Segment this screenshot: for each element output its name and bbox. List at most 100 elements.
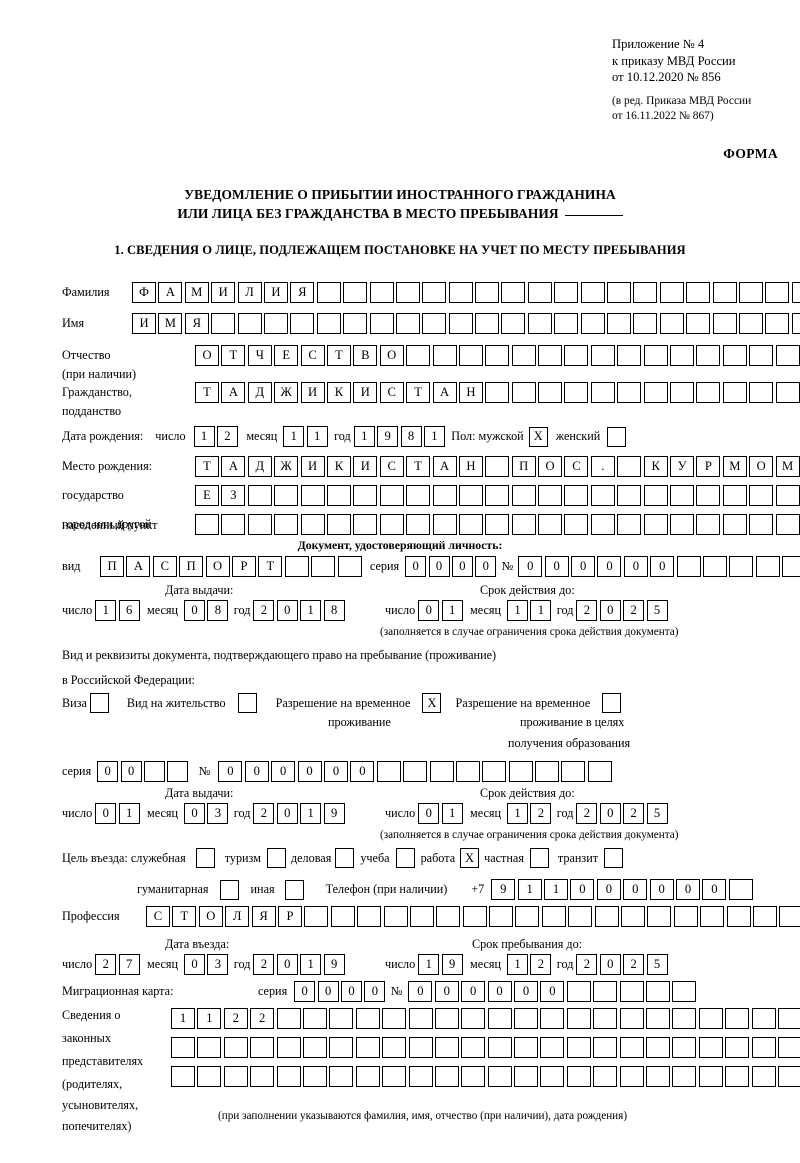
char-cell[interactable] (223, 1037, 248, 1058)
char-cell[interactable] (619, 1066, 644, 1087)
purpose-humanitarian-checkbox[interactable] (219, 879, 239, 900)
char-cell[interactable]: 8 (323, 600, 345, 621)
sex-female-checkbox[interactable] (607, 426, 627, 447)
char-cell[interactable] (250, 1066, 275, 1087)
title-blank-line[interactable] (564, 215, 623, 216)
char-cell[interactable]: 0 (95, 803, 117, 824)
char-cell[interactable]: С (379, 456, 404, 477)
char-cell[interactable]: 0 (451, 556, 473, 577)
char-cell[interactable]: 2 (223, 1008, 248, 1029)
char-cell[interactable] (329, 1008, 354, 1029)
char-cell[interactable]: 0 (597, 556, 622, 577)
char-cell[interactable]: 0 (623, 556, 648, 577)
char-cell[interactable] (302, 1066, 327, 1087)
char-cell[interactable] (751, 1008, 776, 1029)
char-cell[interactable]: 2 (576, 954, 598, 975)
char-cell[interactable]: 2 (253, 600, 275, 621)
char-cell[interactable] (353, 514, 378, 535)
char-cell[interactable] (722, 514, 747, 535)
char-cell[interactable]: 7 (118, 954, 140, 975)
char-cell[interactable]: 8 (400, 426, 422, 447)
char-cell[interactable] (197, 1066, 222, 1087)
char-cell[interactable] (726, 906, 751, 927)
char-cell[interactable] (566, 1037, 591, 1058)
char-cell[interactable] (777, 1066, 800, 1087)
char-cell[interactable] (775, 514, 800, 535)
char-cell[interactable]: 1 (441, 600, 463, 621)
temp-edu-checkbox[interactable] (602, 693, 622, 713)
char-cell[interactable] (540, 1066, 565, 1087)
char-cell[interactable] (237, 313, 262, 334)
purpose-study-checkbox[interactable] (395, 848, 415, 868)
char-cell[interactable] (617, 456, 642, 477)
char-cell[interactable]: О (205, 556, 230, 577)
char-cell[interactable]: К (326, 456, 351, 477)
char-cell[interactable]: Ф (132, 282, 156, 303)
char-cell[interactable] (670, 485, 695, 506)
char-cell[interactable] (725, 1066, 750, 1087)
char-cell[interactable]: 0 (599, 600, 621, 621)
char-cell[interactable] (461, 1008, 486, 1029)
char-cell[interactable]: Т (221, 345, 246, 366)
char-cell[interactable] (738, 282, 763, 303)
char-cell[interactable] (485, 345, 510, 366)
char-cell[interactable] (276, 1037, 301, 1058)
char-cell[interactable] (647, 906, 672, 927)
char-cell[interactable] (195, 514, 219, 535)
char-cell[interactable] (422, 313, 447, 334)
char-cell[interactable] (379, 514, 404, 535)
char-cell[interactable] (284, 556, 309, 577)
char-cell[interactable] (501, 282, 526, 303)
char-cell[interactable] (670, 382, 695, 403)
char-cell[interactable]: 0 (676, 879, 701, 900)
char-cell[interactable] (594, 906, 619, 927)
char-cell[interactable]: 0 (418, 803, 440, 824)
char-cell[interactable] (515, 906, 540, 927)
char-cell[interactable] (501, 313, 526, 334)
char-cell[interactable]: 1 (353, 426, 375, 447)
char-cell[interactable] (643, 382, 668, 403)
char-cell[interactable] (316, 282, 341, 303)
char-cell[interactable]: 2 (530, 803, 552, 824)
char-cell[interactable] (326, 485, 351, 506)
char-cell[interactable]: У (670, 456, 695, 477)
char-cell[interactable] (791, 282, 800, 303)
char-cell[interactable]: Ч (247, 345, 272, 366)
char-cell[interactable] (633, 282, 658, 303)
char-cell[interactable] (316, 313, 341, 334)
char-cell[interactable]: П (100, 556, 124, 577)
char-cell[interactable]: 9 (491, 879, 516, 900)
char-cell[interactable]: К (643, 456, 668, 477)
char-cell[interactable] (475, 282, 500, 303)
char-cell[interactable]: П (511, 456, 536, 477)
char-cell[interactable]: 0 (364, 981, 386, 1002)
char-cell[interactable] (353, 485, 378, 506)
char-cell[interactable] (593, 1037, 618, 1058)
char-cell[interactable]: 9 (323, 803, 345, 824)
char-cell[interactable] (355, 1008, 380, 1029)
char-cell[interactable]: Р (277, 906, 302, 927)
char-cell[interactable]: С (300, 345, 325, 366)
char-cell[interactable]: Е (274, 345, 299, 366)
char-cell[interactable]: З (221, 485, 246, 506)
char-cell[interactable] (143, 761, 165, 782)
char-cell[interactable] (607, 282, 632, 303)
char-cell[interactable] (511, 514, 536, 535)
char-cell[interactable] (765, 282, 790, 303)
char-cell[interactable]: О (198, 906, 223, 927)
char-cell[interactable] (728, 879, 753, 900)
char-cell[interactable] (514, 1066, 539, 1087)
char-cell[interactable] (593, 1008, 618, 1029)
char-cell[interactable]: 0 (276, 954, 298, 975)
char-cell[interactable] (590, 514, 615, 535)
char-cell[interactable]: 2 (95, 954, 117, 975)
char-cell[interactable] (223, 1066, 248, 1087)
char-cell[interactable]: 1 (193, 426, 215, 447)
char-cell[interactable] (382, 1037, 407, 1058)
char-cell[interactable]: П (179, 556, 204, 577)
char-cell[interactable] (775, 485, 800, 506)
